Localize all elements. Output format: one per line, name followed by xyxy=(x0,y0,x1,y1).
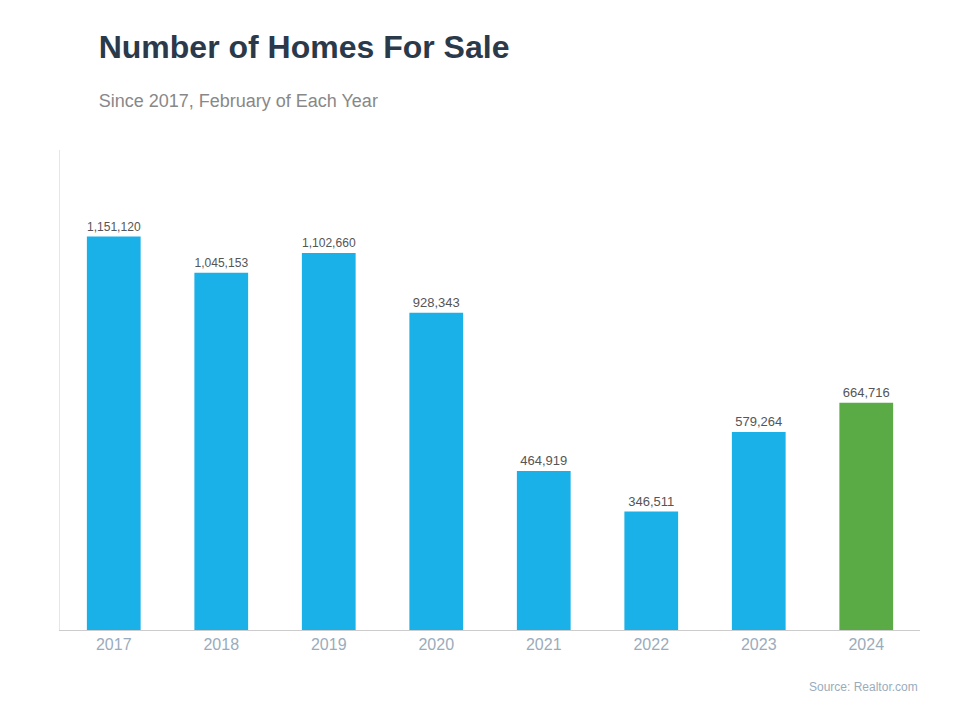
svg-text:2020: 2020 xyxy=(418,636,454,653)
svg-text:2018: 2018 xyxy=(203,636,239,653)
svg-text:1,102,660: 1,102,660 xyxy=(302,236,356,250)
svg-text:Since 2017, February of Each Y: Since 2017, February of Each Year xyxy=(99,91,378,111)
svg-text:2017: 2017 xyxy=(96,636,132,653)
svg-text:Source: Realtor.com: Source: Realtor.com xyxy=(809,680,918,694)
svg-text:Number of Homes For Sale: Number of Homes For Sale xyxy=(99,29,510,65)
svg-text:579,264: 579,264 xyxy=(735,414,782,429)
svg-text:1,151,120: 1,151,120 xyxy=(87,220,141,234)
svg-text:2024: 2024 xyxy=(848,636,884,653)
svg-text:2022: 2022 xyxy=(633,636,669,653)
svg-text:2019: 2019 xyxy=(311,636,347,653)
svg-text:1,045,153: 1,045,153 xyxy=(194,256,248,270)
svg-text:2023: 2023 xyxy=(741,636,777,653)
svg-text:2021: 2021 xyxy=(526,636,562,653)
svg-text:928,343: 928,343 xyxy=(413,295,460,310)
svg-text:464,919: 464,919 xyxy=(520,453,567,468)
svg-text:664,716: 664,716 xyxy=(843,385,890,400)
svg-text:346,511: 346,511 xyxy=(628,494,674,509)
